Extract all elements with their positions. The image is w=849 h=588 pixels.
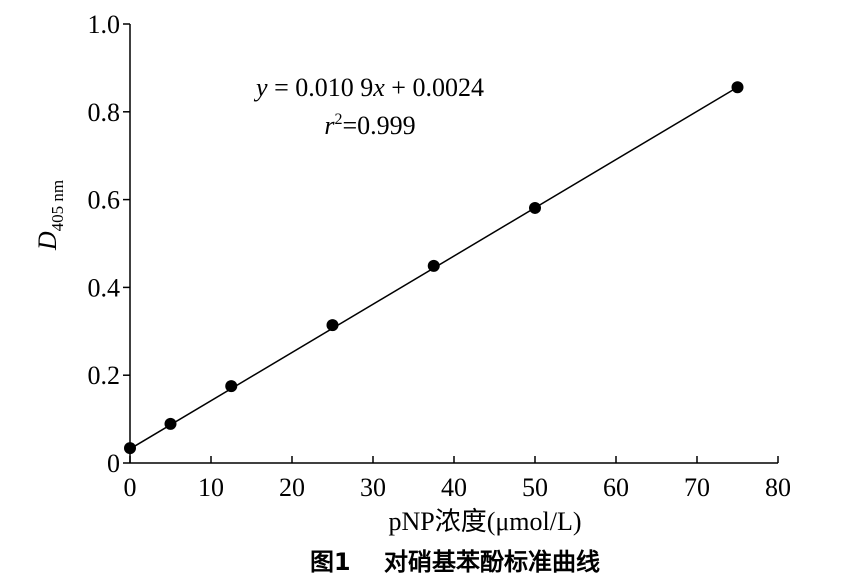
r-part: r [324,111,335,140]
x-tick-label: 0 [124,473,137,502]
y-tick-label: 0.2 [88,361,121,390]
x-tick-label: 60 [603,473,629,502]
x-tick-label: 10 [198,473,224,502]
x-tick-label: 50 [522,473,548,502]
data-point [529,201,541,214]
y-axis-label: D405 nm [33,180,67,251]
data-point [225,380,238,393]
x-tick-label: 20 [279,473,305,502]
y-label-part: D [33,231,62,251]
r-squared: r2=0.999 [324,111,415,140]
data-point [124,442,136,455]
equation-part: + 0.0024 [385,73,484,102]
y-tick-label: 0.8 [88,98,121,127]
x-tick-label: 40 [441,473,467,502]
y-tick-label: 0.6 [88,186,121,215]
caption: 图1 对硝基苯酚标准曲线 [310,548,600,576]
equation-part: x [372,73,385,102]
data-point [326,319,339,332]
data-point [731,81,744,94]
y-label-part: 405 nm [48,180,67,231]
y-tick-label: 1.0 [88,10,121,39]
y-tick-label: 0.4 [88,273,121,302]
equation-part: = 0.010 9 [268,73,374,102]
x-axis-label: pNP浓度(μmol/L) [388,507,581,536]
equation-part: y [253,73,268,102]
y-tick-label: 0 [107,449,120,478]
x-tick-label: 30 [360,473,386,502]
r-part: =0.999 [342,111,415,140]
data-point [427,259,440,272]
r-part: 2 [334,111,342,128]
x-tick-label: 80 [765,473,791,502]
x-tick-label: 70 [684,473,710,502]
equation: y = 0.010 9x + 0.0024 [253,73,484,102]
data-point [164,417,177,430]
